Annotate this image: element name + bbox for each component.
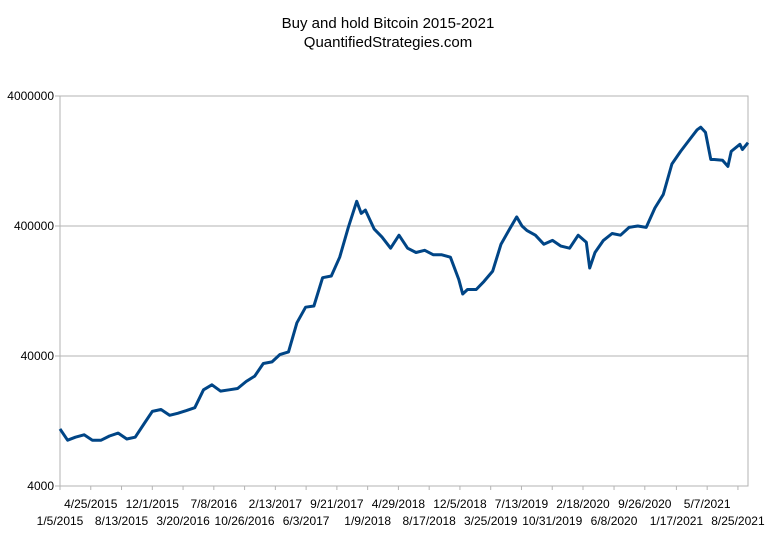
y-tick-label: 40000 bbox=[21, 349, 55, 363]
x-tick-label: 6/8/2020 bbox=[591, 514, 638, 528]
x-tick-label: 1/9/2018 bbox=[344, 514, 391, 528]
x-tick-label: 1/5/2015 bbox=[37, 514, 84, 528]
x-tick-label: 12/5/2018 bbox=[433, 497, 487, 511]
y-axis: 4000000 400000 40000 4000 bbox=[7, 89, 60, 493]
x-tick-label: 2/13/2017 bbox=[249, 497, 303, 511]
x-tick-label: 6/3/2017 bbox=[283, 514, 330, 528]
y-tick-label: 4000000 bbox=[7, 89, 54, 103]
chart-title-block: Buy and hold Bitcoin 2015-2021 Quantifie… bbox=[0, 14, 776, 52]
x-tick-label: 10/31/2019 bbox=[522, 514, 582, 528]
chart-title: Buy and hold Bitcoin 2015-2021 bbox=[281, 15, 495, 32]
x-tick-label: 10/26/2016 bbox=[215, 514, 275, 528]
gridlines bbox=[60, 225, 748, 357]
x-tick-label: 9/26/2020 bbox=[618, 497, 672, 511]
x-tick-label: 7/8/2016 bbox=[190, 497, 237, 511]
x-tick-label: 7/13/2019 bbox=[495, 497, 549, 511]
x-tick-label: 8/13/2015 bbox=[95, 514, 149, 528]
x-tick-label: 9/21/2017 bbox=[310, 497, 364, 511]
x-tick-label: 3/20/2016 bbox=[156, 514, 210, 528]
y-tick-label: 400000 bbox=[14, 219, 54, 233]
x-tick-label: 2/18/2020 bbox=[556, 497, 610, 511]
x-tick-label: 12/1/2015 bbox=[126, 497, 180, 511]
x-tick-label: 5/7/2021 bbox=[684, 497, 731, 511]
x-tick-label: 1/17/2021 bbox=[650, 514, 704, 528]
x-tick-label: 4/29/2018 bbox=[372, 497, 426, 511]
x-tick-label: 3/25/2019 bbox=[464, 514, 518, 528]
series-layer bbox=[58, 125, 750, 442]
x-tick-label: 4/25/2015 bbox=[64, 497, 118, 511]
plot-frame bbox=[59, 95, 749, 487]
y-tick-label: 4000 bbox=[27, 479, 54, 493]
series-line bbox=[58, 125, 750, 442]
x-tick-label: 8/25/2021 bbox=[711, 514, 765, 528]
x-axis: 1/5/2015 8/13/2015 3/20/2016 10/26/2016 6/3/… bbox=[37, 486, 765, 528]
chart-subtitle: QuantifiedStrategies.com bbox=[303, 34, 473, 51]
x-tick-label: 8/17/2018 bbox=[402, 514, 456, 528]
